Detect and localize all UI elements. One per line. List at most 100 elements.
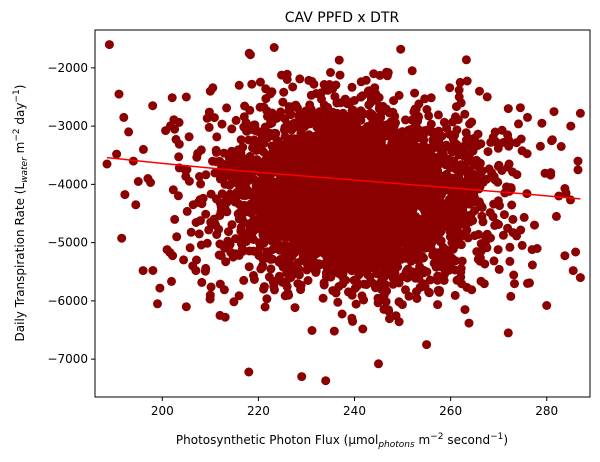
x-tick-label: 260 (439, 404, 462, 418)
data-point (210, 218, 220, 228)
data-point (367, 278, 377, 288)
data-point (351, 195, 361, 205)
data-point (347, 218, 357, 228)
data-point (293, 119, 303, 129)
data-point (247, 79, 257, 89)
data-point (328, 286, 338, 296)
data-point (336, 118, 346, 128)
data-point (317, 244, 327, 254)
data-point (401, 285, 410, 295)
data-point (490, 136, 500, 146)
data-point (270, 132, 279, 141)
data-point (245, 222, 255, 232)
data-point (264, 216, 274, 226)
data-point (443, 142, 453, 152)
data-point (433, 271, 443, 281)
data-point (236, 135, 246, 145)
data-point (263, 178, 273, 188)
data-point (280, 132, 290, 142)
data-point (133, 177, 143, 186)
data-point (376, 129, 385, 139)
data-point (204, 225, 214, 235)
data-point (439, 275, 449, 285)
data-point (273, 155, 283, 165)
data-point (343, 153, 353, 163)
data-point (260, 232, 270, 242)
data-point (415, 142, 425, 152)
data-point (311, 89, 321, 98)
data-point (275, 176, 285, 186)
data-point (229, 297, 239, 307)
data-point (398, 161, 408, 171)
data-point (372, 259, 382, 269)
data-point (454, 85, 464, 95)
data-point (575, 108, 585, 118)
data-point (267, 232, 276, 242)
data-point (290, 303, 300, 313)
data-point (312, 182, 322, 192)
data-point (215, 239, 225, 249)
data-point (503, 223, 513, 233)
data-point (119, 112, 129, 122)
data-point (196, 145, 206, 155)
data-point (425, 275, 435, 285)
data-point (414, 256, 424, 266)
data-point (505, 242, 515, 252)
data-point (143, 174, 153, 183)
data-point (378, 245, 388, 255)
data-point (244, 367, 254, 377)
data-point (303, 195, 313, 205)
data-point (401, 115, 410, 125)
data-point (352, 234, 362, 244)
data-point (358, 324, 368, 334)
data-point (236, 222, 246, 232)
x-label-main: Photosynthetic Photon Flux (μmol (176, 433, 378, 447)
data-point (391, 256, 401, 266)
data-point (468, 146, 478, 156)
data-point (285, 218, 295, 228)
data-point (209, 113, 219, 123)
data-point (242, 126, 252, 136)
data-point (532, 244, 542, 253)
plot-frame (94, 29, 591, 398)
x-axis-ticks: 200 220 240 260 280 (151, 397, 558, 418)
data-point (354, 224, 364, 234)
data-point (311, 249, 321, 259)
data-point (407, 244, 416, 254)
data-point (437, 189, 447, 199)
data-point (372, 269, 382, 279)
data-point (450, 290, 460, 300)
data-point (494, 264, 504, 274)
data-point (212, 132, 222, 142)
data-point (249, 235, 258, 244)
data-point (461, 217, 471, 227)
data-point (279, 256, 289, 266)
data-point (348, 241, 358, 251)
data-point (343, 287, 353, 297)
data-point (162, 245, 172, 255)
data-point (540, 168, 550, 178)
data-point (212, 230, 222, 239)
data-point (407, 66, 417, 76)
data-point (262, 247, 272, 257)
data-point (239, 275, 249, 285)
data-point (385, 314, 394, 324)
data-point (422, 340, 432, 350)
data-point (510, 279, 519, 289)
x-label-sup1: −2 (430, 432, 443, 442)
data-point (326, 226, 336, 236)
y-tick-label: −4000 (47, 177, 88, 191)
data-point (470, 206, 480, 216)
data-point (259, 138, 269, 148)
data-point (356, 92, 366, 102)
data-point (547, 136, 557, 146)
data-point (260, 302, 270, 312)
y-label-mid: m (13, 142, 27, 158)
data-point (390, 275, 400, 285)
data-point (114, 89, 124, 99)
data-point (292, 197, 302, 207)
data-point (370, 238, 380, 247)
data-point (263, 225, 273, 235)
data-point (255, 102, 265, 112)
data-point (269, 43, 279, 52)
